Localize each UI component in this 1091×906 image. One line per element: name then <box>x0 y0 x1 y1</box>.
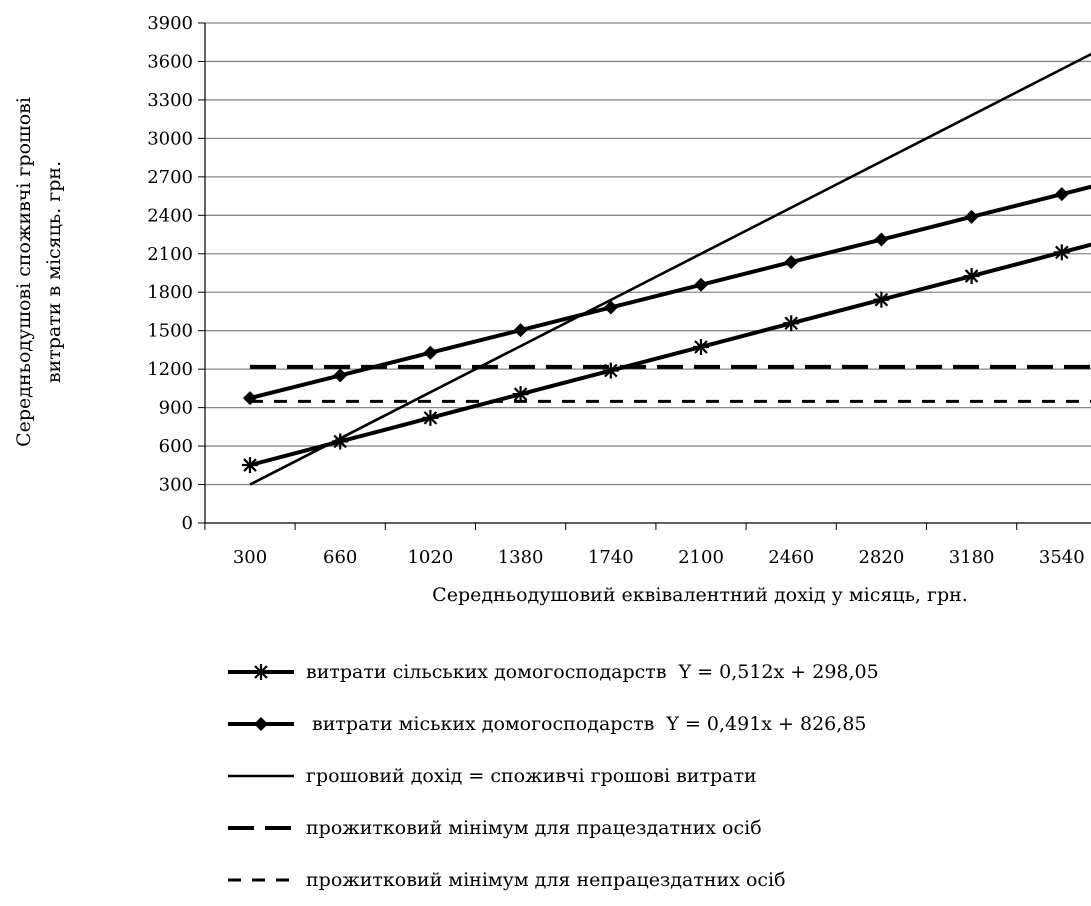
y-tick-label: 600 <box>159 436 193 457</box>
legend-symbol <box>228 878 294 882</box>
y-tick-label: 1800 <box>147 282 193 303</box>
legend-symbol <box>228 774 294 778</box>
y-tick-label: 0 <box>182 513 193 534</box>
legend-item: витрати сільських домогосподарств Y = 0,… <box>226 646 879 698</box>
legend-symbol <box>228 717 294 731</box>
legend-item: витрати міських домогосподарств Y = 0,49… <box>226 698 879 750</box>
y-tick-label: 3000 <box>147 128 193 149</box>
axes <box>204 23 1091 530</box>
y-tick-labels: 0 300 600 900 1200 1500 1800 2100 2400 2700 3000 33… <box>147 13 193 534</box>
legend-label: грошовий дохід = споживчі грошові витрат… <box>306 765 757 787</box>
x-tick-label: 1020 <box>407 547 453 568</box>
legend: витрати сільських домогосподарств Y = 0,… <box>226 646 879 906</box>
x-tick-label: 2820 <box>858 547 904 568</box>
data-point-2 <box>333 368 348 383</box>
legend-marker <box>253 664 269 680</box>
legend-label: витрати міських домогосподарств Y = 0,49… <box>306 713 867 735</box>
data-point-1 <box>1053 244 1070 261</box>
legend-item: грошовий дохід = споживчі грошові витрат… <box>226 750 879 802</box>
data-point-2 <box>423 345 438 360</box>
y-tick-label: 2100 <box>147 244 193 265</box>
series-line-3 <box>249 52 1091 486</box>
data-point-1 <box>693 338 709 355</box>
data-point-1 <box>242 457 258 474</box>
data-point-1 <box>422 409 439 426</box>
series-group <box>242 52 1091 486</box>
x-tick-labels: 300 660 1020 1380 1740 2100 2460 2820 3180 3540 <box>233 547 1085 568</box>
series-line-1 <box>249 242 1091 467</box>
legend-symbol <box>228 826 294 830</box>
data-point-2 <box>243 391 257 406</box>
x-tick-label: 300 <box>233 547 267 568</box>
y-tick-label: 3300 <box>147 90 193 111</box>
x-tick-label: 1380 <box>498 547 544 568</box>
y-tick-label: 1500 <box>147 321 193 342</box>
x-axis-label: Середньодушовий еквівалентний дохід у мі… <box>432 584 968 606</box>
x-tick-label: 1740 <box>588 547 634 568</box>
x-tick-label: 3540 <box>1039 547 1085 568</box>
data-point-1 <box>783 315 800 332</box>
y-tick-label: 3900 <box>147 13 193 34</box>
y-tick-label: 2700 <box>147 167 193 188</box>
chart-plot: 0 300 600 900 1200 1500 1800 2100 2400 2700 3000 33… <box>13 13 1091 606</box>
data-point-1 <box>963 268 980 285</box>
legend-item: прожитковий мінімум для непрацездатних о… <box>226 854 879 906</box>
y-tick-label: 3600 <box>147 51 193 72</box>
data-point-1 <box>873 291 890 308</box>
data-point-2 <box>964 209 979 224</box>
legend-symbol <box>228 664 294 680</box>
y-tick-label: 900 <box>159 398 193 419</box>
data-point-2 <box>694 277 708 292</box>
x-tick-label: 2460 <box>768 547 814 568</box>
data-point-2 <box>784 255 799 270</box>
legend-label: витрати сільських домогосподарств Y = 0,… <box>306 661 879 683</box>
grid-lines <box>198 22 1091 524</box>
data-point-2 <box>874 232 889 247</box>
x-tick-label: 2100 <box>678 547 724 568</box>
y-tick-label: 1200 <box>147 359 193 380</box>
x-tick-label: 660 <box>323 547 357 568</box>
y-tick-label: 300 <box>159 475 193 496</box>
data-point-2 <box>603 300 618 315</box>
data-point-2 <box>1054 187 1069 202</box>
legend-item: прожитковий мінімум для працездатних осі… <box>226 802 879 854</box>
legend-label: прожитковий мінімум для працездатних осі… <box>306 817 762 839</box>
x-tick-label: 3180 <box>949 547 995 568</box>
data-point-1 <box>512 386 529 403</box>
y-tick-label: 2400 <box>147 205 193 226</box>
data-point-2 <box>513 323 528 338</box>
legend-marker <box>254 717 268 731</box>
y-axis-label: Середньодушові споживчі грошові витрати в… <box>13 97 65 447</box>
legend-label: прожитковий мінімум для непрацездатних о… <box>306 869 786 891</box>
